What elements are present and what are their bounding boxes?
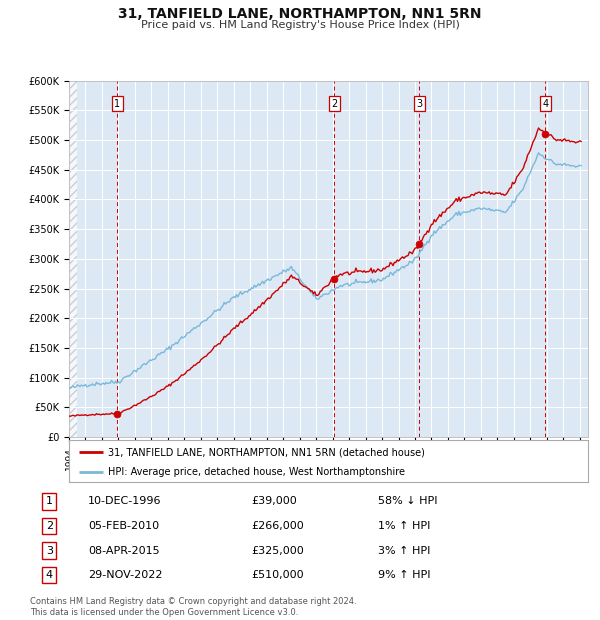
- Text: HPI: Average price, detached house, West Northamptonshire: HPI: Average price, detached house, West…: [108, 467, 405, 477]
- Text: 1% ↑ HPI: 1% ↑ HPI: [378, 521, 430, 531]
- Text: Price paid vs. HM Land Registry's House Price Index (HPI): Price paid vs. HM Land Registry's House …: [140, 20, 460, 30]
- Text: £510,000: £510,000: [251, 570, 304, 580]
- Text: Contains HM Land Registry data © Crown copyright and database right 2024.
This d: Contains HM Land Registry data © Crown c…: [30, 598, 356, 617]
- Text: 31, TANFIELD LANE, NORTHAMPTON, NN1 5RN (detached house): 31, TANFIELD LANE, NORTHAMPTON, NN1 5RN …: [108, 447, 425, 457]
- Text: 3: 3: [416, 99, 422, 108]
- Text: 29-NOV-2022: 29-NOV-2022: [88, 570, 163, 580]
- Text: 4: 4: [542, 99, 548, 108]
- Text: 3: 3: [46, 546, 53, 556]
- Text: £266,000: £266,000: [251, 521, 304, 531]
- Text: 08-APR-2015: 08-APR-2015: [88, 546, 160, 556]
- Text: 2: 2: [46, 521, 53, 531]
- Bar: [69, 81, 77, 437]
- Text: 2: 2: [331, 99, 337, 108]
- Text: £39,000: £39,000: [251, 497, 296, 507]
- Text: 9% ↑ HPI: 9% ↑ HPI: [378, 570, 430, 580]
- Text: 10-DEC-1996: 10-DEC-1996: [88, 497, 161, 507]
- Text: 1: 1: [115, 99, 121, 108]
- Text: 31, TANFIELD LANE, NORTHAMPTON, NN1 5RN: 31, TANFIELD LANE, NORTHAMPTON, NN1 5RN: [118, 7, 482, 22]
- Text: 1: 1: [46, 497, 53, 507]
- Text: 4: 4: [46, 570, 53, 580]
- Text: 3% ↑ HPI: 3% ↑ HPI: [378, 546, 430, 556]
- Text: 05-FEB-2010: 05-FEB-2010: [88, 521, 159, 531]
- Text: 58% ↓ HPI: 58% ↓ HPI: [378, 497, 437, 507]
- Text: £325,000: £325,000: [251, 546, 304, 556]
